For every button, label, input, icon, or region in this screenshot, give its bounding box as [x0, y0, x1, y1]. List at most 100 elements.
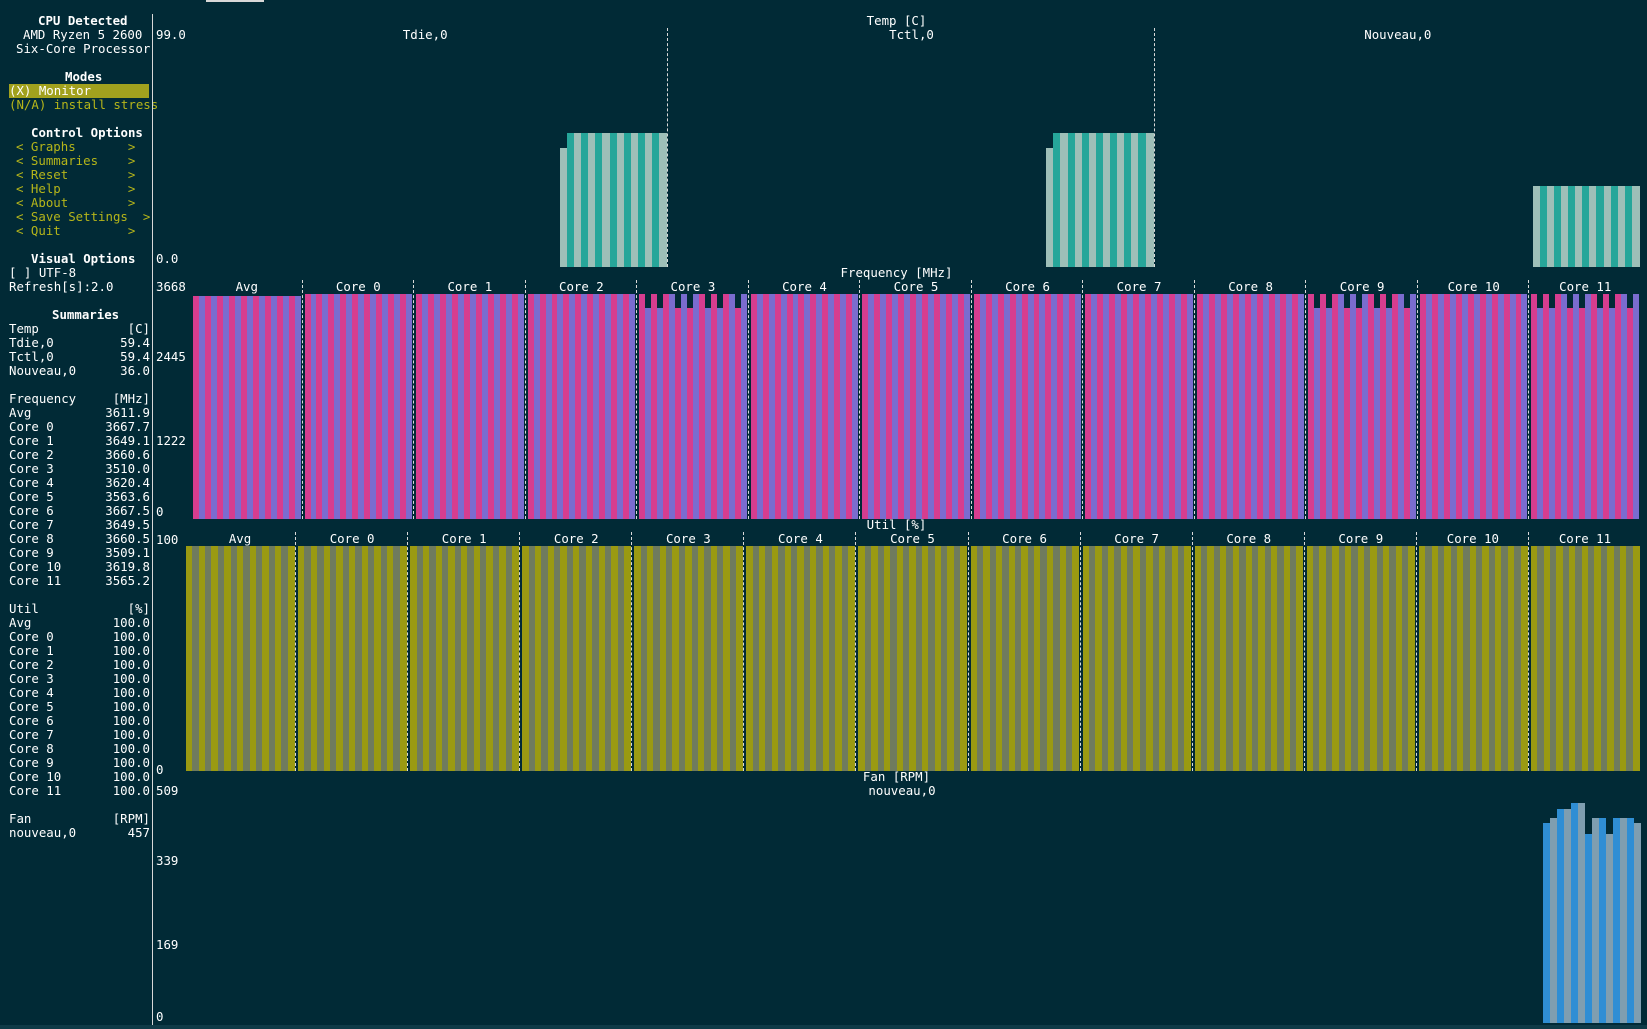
util-bar	[336, 546, 344, 771]
quit-button[interactable]: < Quit >	[16, 223, 136, 238]
freq-bar	[810, 294, 817, 519]
util-bar	[1059, 546, 1067, 771]
freq-bar	[1332, 294, 1339, 519]
mode-stress-option[interactable]: (N/A) install stress	[9, 97, 159, 112]
util-bar	[1194, 546, 1202, 771]
freq-bar	[704, 307, 711, 519]
summary-freq-label: Core 6	[9, 503, 54, 518]
util-bar	[522, 546, 530, 771]
util-bar	[1040, 546, 1048, 771]
refresh-setting[interactable]: Refresh[s]:2.0	[9, 279, 114, 294]
util-bar	[771, 546, 779, 771]
freq-bar	[198, 296, 205, 519]
util-bar	[896, 546, 904, 771]
util-bar	[1325, 546, 1333, 771]
reset-button[interactable]: < Reset >	[16, 167, 136, 182]
summary-freq-value: 3510.0	[105, 461, 150, 476]
freq-bar	[563, 294, 570, 519]
summary-freq-label: Core 0	[9, 419, 54, 434]
util-bar	[1338, 546, 1346, 771]
freq-bar	[1543, 294, 1550, 519]
util-bar	[262, 546, 270, 771]
freq-bar	[376, 294, 383, 519]
freq-bar	[545, 294, 552, 519]
util-bar	[380, 546, 388, 771]
freq-bar	[846, 294, 853, 519]
freq-bar	[1479, 294, 1486, 519]
freq-bar	[1485, 294, 1492, 519]
mode-monitor-option[interactable]: (X) Monitor	[9, 84, 149, 98]
freq-bar	[1298, 294, 1305, 519]
freq-bar	[1314, 307, 1321, 519]
summary-temp-header: Temp	[9, 321, 39, 336]
visual-options-title: Visual Options	[31, 251, 136, 266]
freq-bar	[774, 294, 781, 519]
util-bar	[1607, 546, 1615, 771]
util-bar	[547, 546, 555, 771]
freq-graph-title: Frequency [MHz]	[840, 265, 953, 280]
freq-series-label: Core 5	[893, 279, 939, 294]
graphs-button[interactable]: < Graphs >	[16, 139, 136, 154]
util-bar	[1034, 546, 1042, 771]
help-button[interactable]: < Help >	[16, 181, 136, 196]
cpu-model-line1: AMD Ryzen 5 2600	[23, 27, 143, 42]
util-bar	[953, 546, 961, 771]
about-button[interactable]: < About >	[16, 195, 136, 210]
fan-bar	[1634, 822, 1641, 1023]
temp-bar	[630, 133, 639, 267]
save-settings-button[interactable]: < Save Settings >	[16, 209, 151, 224]
util-bar	[1569, 546, 1577, 771]
freq-bar	[1425, 294, 1432, 519]
freq-bar	[1627, 307, 1634, 519]
util-bar	[1469, 546, 1477, 771]
freq-series-divider	[859, 280, 861, 519]
temp-bar	[1539, 186, 1548, 267]
freq-bar	[1597, 307, 1604, 519]
utf8-checkbox[interactable]: [ ] UTF-8	[9, 265, 77, 280]
freq-bar	[240, 296, 247, 519]
util-bar	[1072, 546, 1080, 771]
util-bar	[746, 546, 754, 771]
freq-bar	[228, 296, 235, 519]
util-bar	[192, 546, 200, 771]
freq-bar	[686, 307, 693, 519]
freq-bar	[1226, 294, 1233, 519]
util-bar	[1220, 546, 1228, 771]
freq-bar	[1202, 294, 1209, 519]
summary-freq-label: Core 10	[9, 559, 62, 574]
util-bar	[922, 546, 930, 771]
temp-series-label: Tctl,0	[889, 27, 934, 42]
util-bar	[1251, 546, 1259, 771]
util-bar	[1002, 546, 1010, 771]
freq-series-divider	[301, 280, 303, 519]
summaries-button[interactable]: < Summaries >	[16, 153, 136, 168]
util-bar	[809, 546, 817, 771]
freq-bar	[991, 294, 998, 519]
freq-bar	[282, 296, 289, 519]
util-bar	[947, 546, 955, 771]
freq-bar	[1021, 294, 1028, 519]
util-bar	[399, 546, 407, 771]
summary-util-value: 100.0	[112, 657, 150, 672]
util-bar	[1008, 546, 1016, 771]
util-bar	[355, 546, 363, 771]
freq-bar	[734, 307, 741, 519]
freq-bar	[657, 307, 664, 519]
fan-bar	[1585, 834, 1592, 1023]
util-bar	[243, 546, 251, 771]
summary-util-value: 100.0	[112, 671, 150, 686]
util-bar	[1482, 546, 1490, 771]
summary-util-header: Util	[9, 601, 39, 616]
util-bar	[298, 546, 306, 771]
summary-freq-label: Core 1	[9, 433, 54, 448]
freq-bar	[617, 294, 624, 519]
freq-bar	[581, 294, 588, 519]
util-series-divider	[1079, 532, 1081, 771]
util-bar	[422, 546, 430, 771]
util-bar	[1476, 546, 1484, 771]
util-series-label: Core 7	[1114, 531, 1160, 546]
util-bar	[1425, 546, 1433, 771]
cpu-model-line2: Six-Core Processor	[16, 41, 151, 56]
util-bar	[275, 546, 282, 771]
util-bar	[1290, 546, 1298, 771]
